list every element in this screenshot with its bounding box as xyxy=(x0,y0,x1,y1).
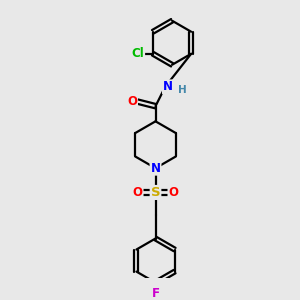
Text: O: O xyxy=(127,95,137,108)
Text: N: N xyxy=(163,80,173,93)
Text: S: S xyxy=(151,186,160,199)
Text: Cl: Cl xyxy=(131,47,144,60)
Text: O: O xyxy=(168,186,178,199)
Text: F: F xyxy=(152,286,160,300)
Text: H: H xyxy=(178,85,187,94)
Text: O: O xyxy=(133,186,142,199)
Text: N: N xyxy=(151,162,160,175)
